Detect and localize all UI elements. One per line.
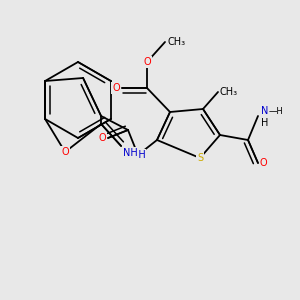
- Text: —H: —H: [269, 106, 284, 116]
- Text: NH: NH: [130, 150, 146, 160]
- Text: CH₃: CH₃: [167, 37, 185, 47]
- Text: O: O: [260, 158, 268, 168]
- Text: S: S: [197, 153, 203, 163]
- Text: O: O: [143, 57, 151, 67]
- Text: NH: NH: [123, 148, 138, 158]
- Text: H: H: [261, 118, 268, 128]
- Text: N: N: [261, 106, 268, 116]
- Text: O: O: [98, 133, 106, 143]
- Text: O: O: [112, 83, 120, 93]
- Text: CH₃: CH₃: [220, 87, 238, 97]
- Text: O: O: [61, 147, 69, 157]
